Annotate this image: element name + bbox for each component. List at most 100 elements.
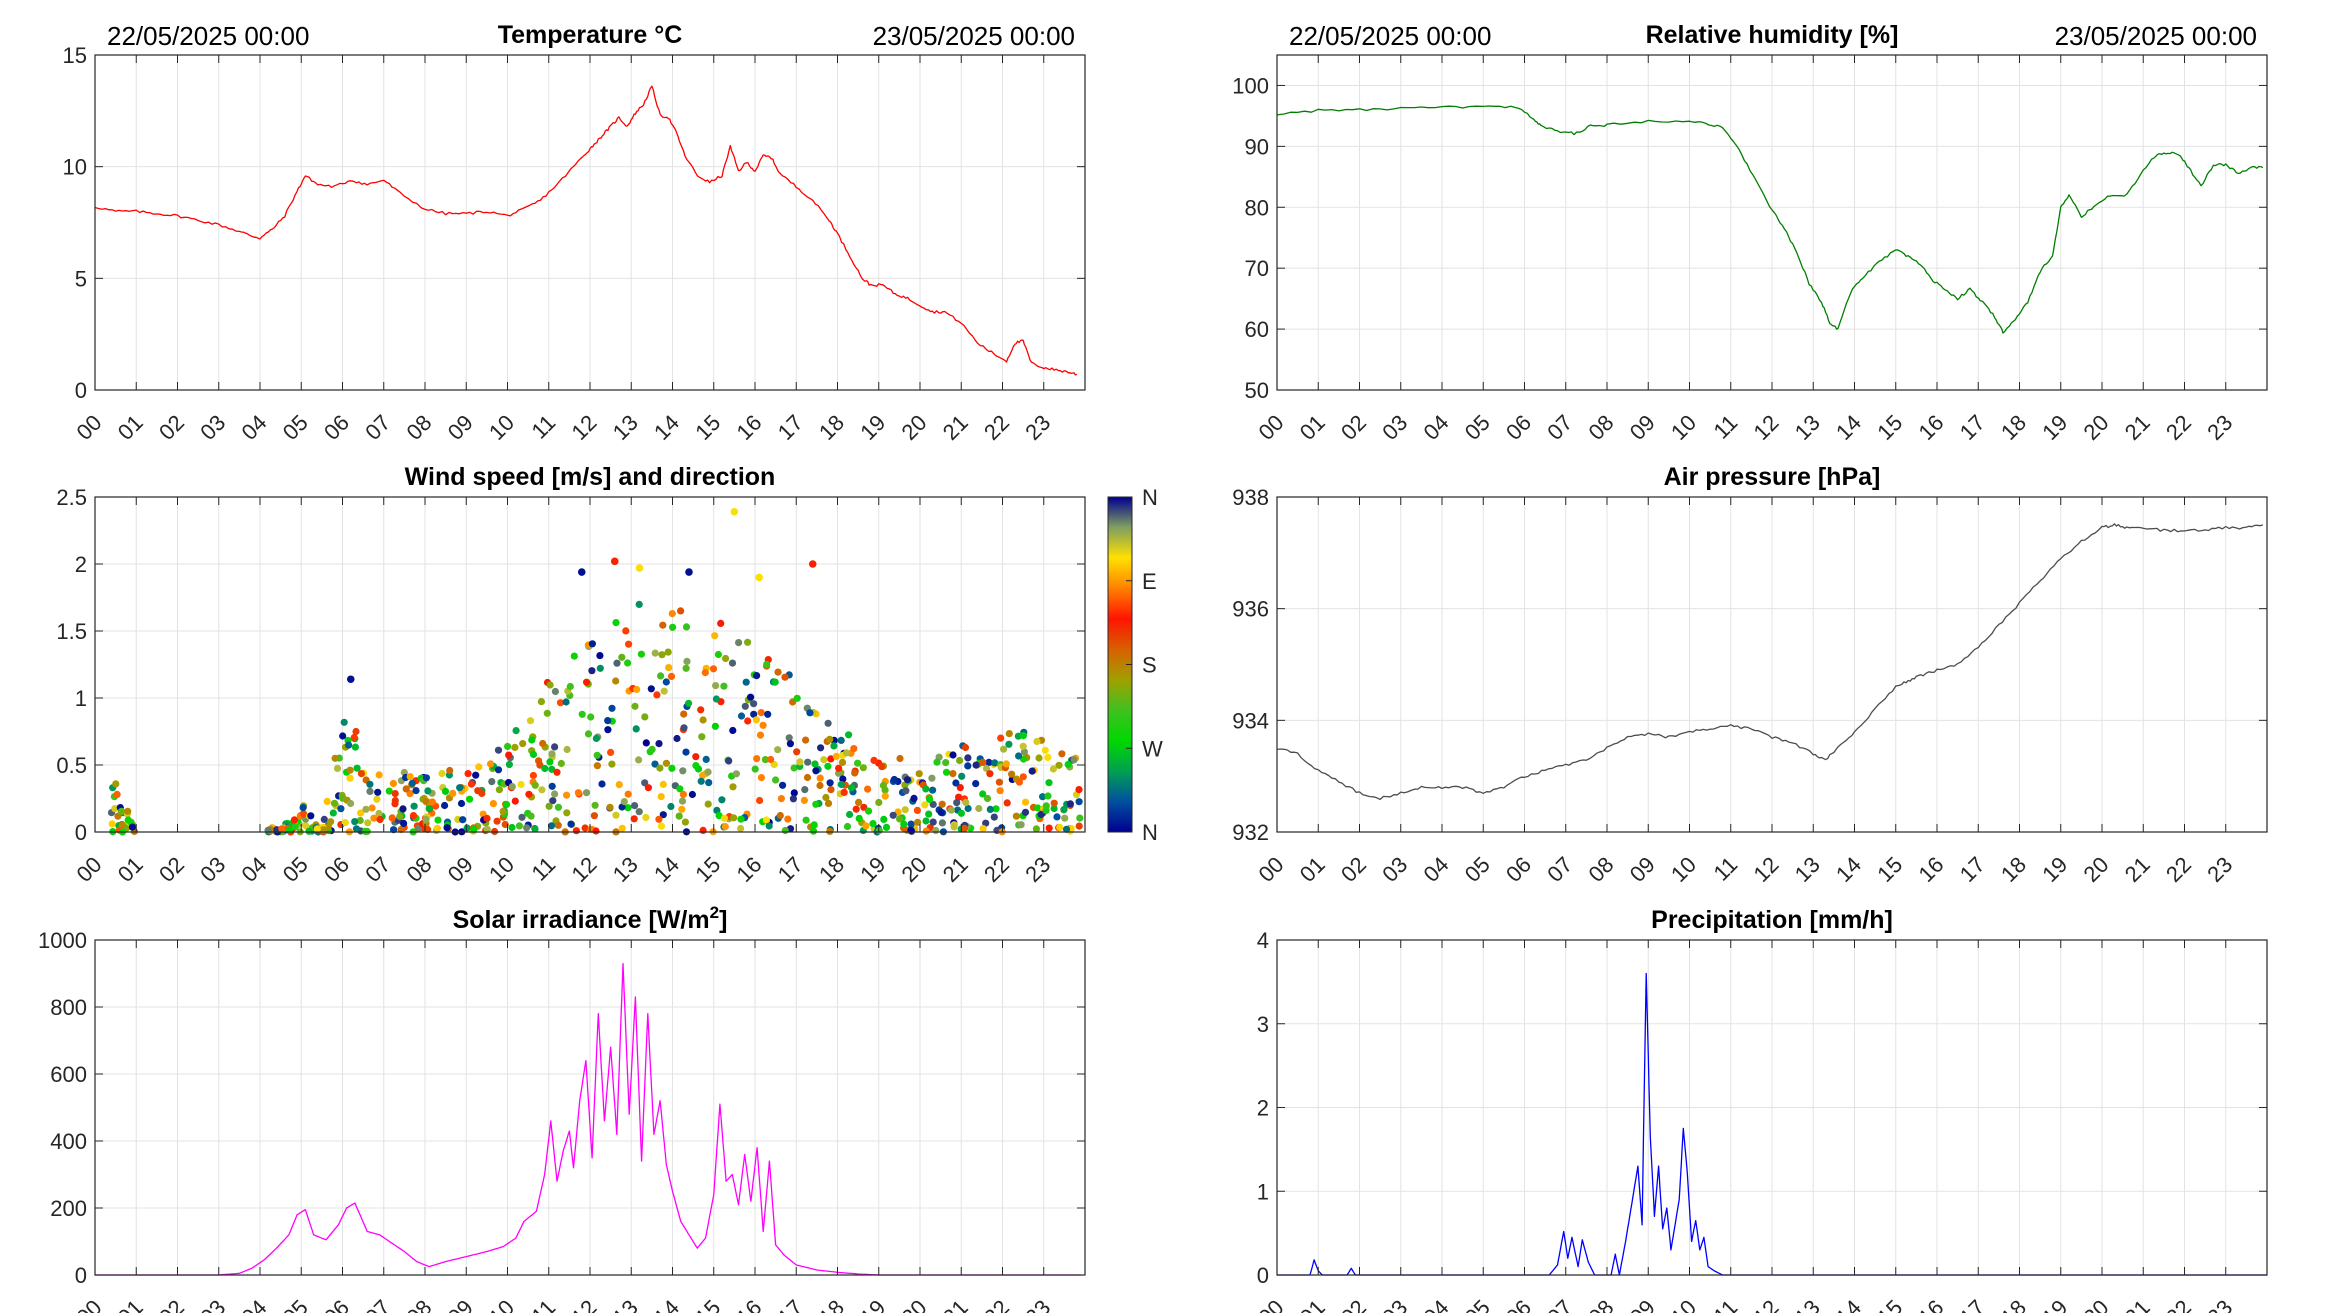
wind-point xyxy=(264,826,272,834)
wind-point xyxy=(744,638,752,646)
wind-point xyxy=(554,821,562,829)
wind-point xyxy=(889,811,897,819)
wind-point xyxy=(290,816,298,824)
wind-point xyxy=(368,804,376,812)
humidity-xtick-label: 09 xyxy=(1625,410,1660,445)
pressure-xtick-label: 23 xyxy=(2202,852,2237,887)
precipitation-xtick-label: 08 xyxy=(1584,1295,1619,1313)
humidity-xtick-label: 22 xyxy=(2161,410,2196,445)
precipitation-xtick-label: 18 xyxy=(1996,1295,2031,1313)
wind-point xyxy=(531,825,539,833)
wind-point xyxy=(717,619,725,628)
precipitation-ytick-label: 0 xyxy=(1257,1263,1269,1288)
wind-point xyxy=(928,774,936,782)
wind-point xyxy=(1020,748,1028,756)
wind-point xyxy=(307,812,315,820)
temperature-xtick-label: 20 xyxy=(897,410,932,445)
wind-point xyxy=(1070,756,1078,764)
temperature-xtick-label: 13 xyxy=(608,410,643,445)
wind-point xyxy=(551,743,559,751)
wind-point xyxy=(357,809,365,817)
wind-point xyxy=(1019,732,1027,740)
wind-point xyxy=(1041,746,1049,754)
wind-point xyxy=(712,695,721,703)
wind-point xyxy=(711,632,719,640)
wind-point xyxy=(422,798,430,806)
wind-xtick-label: 05 xyxy=(278,852,313,887)
wind-point xyxy=(593,751,601,759)
wind-point xyxy=(735,639,743,647)
wind-point xyxy=(581,824,589,832)
wind-point xyxy=(657,672,665,680)
wind-point xyxy=(505,760,513,769)
wind-point xyxy=(472,771,480,779)
wind-point xyxy=(699,826,707,835)
wind-point xyxy=(1019,742,1027,750)
wind-point xyxy=(811,760,819,768)
wind-point xyxy=(128,823,136,831)
wind-point xyxy=(588,640,597,648)
wind-point xyxy=(859,764,867,772)
wind-point xyxy=(618,824,626,832)
wind-point xyxy=(339,732,347,740)
humidity-xtick-label: 19 xyxy=(2037,410,2072,445)
pressure-title: Air pressure [hPa] xyxy=(1664,463,1881,491)
wind-point xyxy=(554,803,563,811)
wind-point xyxy=(900,820,908,828)
wind-point xyxy=(389,779,397,788)
wind-point xyxy=(1053,813,1061,821)
wind-point xyxy=(291,823,299,831)
wind-xtick-label: 12 xyxy=(567,852,602,887)
wind-xtick-label: 08 xyxy=(402,852,437,887)
wind-point xyxy=(1005,740,1013,748)
wind-point xyxy=(864,785,872,793)
wind-point xyxy=(340,718,348,726)
wind-point xyxy=(408,779,416,787)
wind-point xyxy=(776,811,784,820)
wind-point xyxy=(851,769,859,777)
wind-point xyxy=(929,786,937,794)
wind-point xyxy=(822,793,830,802)
solar-xtick-label: 02 xyxy=(154,1295,189,1313)
wind-point xyxy=(489,800,497,808)
wind-point xyxy=(613,659,621,667)
wind-point xyxy=(400,819,408,828)
wind-point xyxy=(729,726,737,735)
wind-point xyxy=(517,780,525,789)
wind-point xyxy=(1045,824,1053,832)
wind-xtick-label: 15 xyxy=(690,852,725,887)
wind-point xyxy=(722,654,730,663)
wind-point xyxy=(793,694,801,702)
wind-point xyxy=(902,787,910,795)
wind-point xyxy=(665,664,673,672)
wind-point xyxy=(1061,814,1069,822)
temperature-ytick-label: 15 xyxy=(63,43,87,68)
wind-point xyxy=(732,770,741,778)
wind-ytick-label: 1 xyxy=(75,686,87,711)
humidity-xtick-label: 06 xyxy=(1501,410,1536,445)
temperature-xtick-label: 14 xyxy=(649,410,684,445)
temperature-xtick-label: 02 xyxy=(154,410,189,445)
colorbar-label: W xyxy=(1142,736,1163,761)
wind-point xyxy=(929,800,937,809)
pressure-xtick-label: 10 xyxy=(1666,852,1701,887)
wind-point xyxy=(592,827,600,835)
solar-xtick-label: 15 xyxy=(690,1295,725,1313)
humidity-xtick-label: 02 xyxy=(1336,410,1371,445)
temperature-xtick-label: 11 xyxy=(526,410,560,444)
wind-point xyxy=(612,619,620,627)
temperature-xtick-label: 08 xyxy=(402,410,437,445)
wind-point xyxy=(817,744,825,752)
temperature-xtick-label: 07 xyxy=(360,410,395,445)
temperature-xtick-label: 19 xyxy=(855,410,890,445)
solar-xtick-label: 13 xyxy=(608,1295,643,1313)
wind-point xyxy=(938,819,947,827)
humidity-xtick-label: 20 xyxy=(2079,410,2114,445)
wind-point xyxy=(607,748,615,757)
wind-point xyxy=(694,765,703,773)
wind-point xyxy=(784,815,792,823)
wind-point xyxy=(657,822,666,830)
wind-point xyxy=(608,704,616,712)
solar-title: Solar irradiance [W/m2] xyxy=(453,903,728,934)
